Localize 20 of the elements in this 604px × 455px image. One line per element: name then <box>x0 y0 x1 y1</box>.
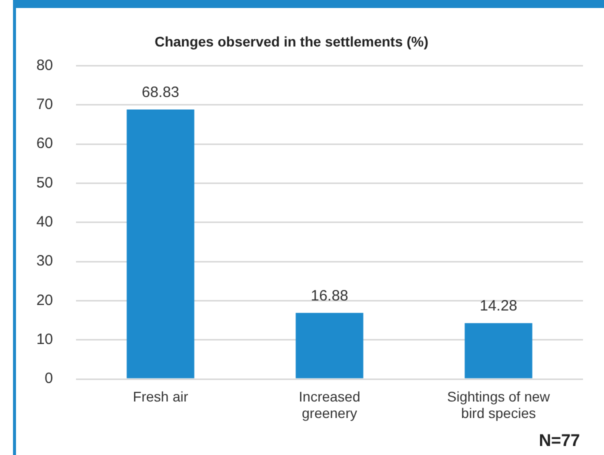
y-tick-label: 70 <box>36 96 53 114</box>
y-tick-label: 10 <box>36 330 53 348</box>
bar <box>296 312 364 378</box>
y-tick-label: 80 <box>36 56 53 74</box>
y-tick-label: 20 <box>36 292 53 309</box>
x-tick-label: Sightings of new bird species <box>447 388 551 422</box>
chart-title: Changes observed in the settlements (%) <box>154 33 428 50</box>
x-tick-label: Increased greenery <box>298 388 360 422</box>
x-tick-label: Fresh air <box>132 388 188 404</box>
text: N=77 <box>538 431 580 451</box>
y-tick-label: 30 <box>36 252 53 270</box>
data-label: 68.83 <box>142 84 180 102</box>
y-tick-label: 0 <box>44 370 53 388</box>
y-tick-label: 40 <box>36 214 53 231</box>
data-label: 14.28 <box>480 298 518 315</box>
bar <box>464 323 532 378</box>
data-label: 16.88 <box>310 288 348 305</box>
y-tick-label: 50 <box>36 174 53 192</box>
bar <box>126 110 194 378</box>
y-tick-label: 60 <box>36 135 53 152</box>
